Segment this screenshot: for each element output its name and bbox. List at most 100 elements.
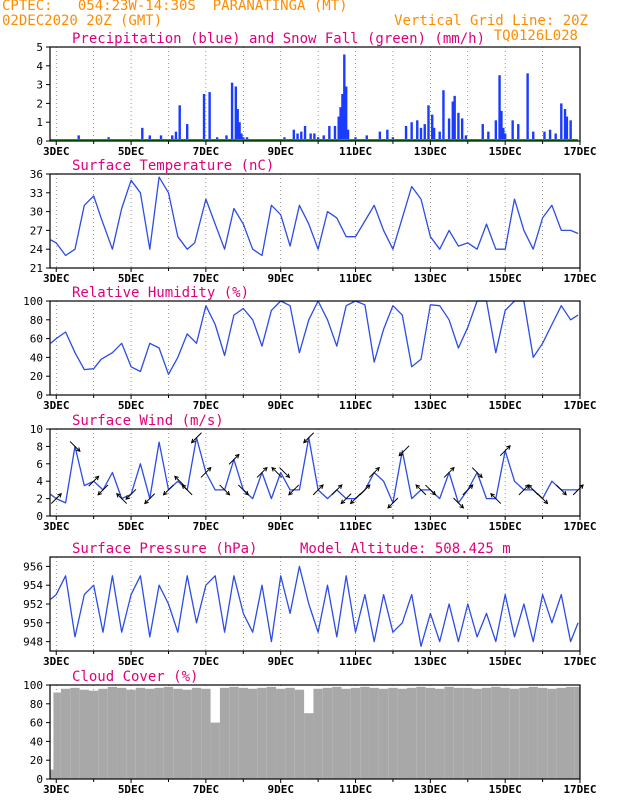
y-tick-label: 6 <box>36 458 43 471</box>
panel-title-wind: Surface Wind (m/s) <box>72 413 224 429</box>
wind-vector-shaft <box>527 484 539 496</box>
precip-bar <box>333 125 337 141</box>
cloud-bar <box>257 687 267 779</box>
precip-bar <box>230 82 234 141</box>
precip-bar <box>159 135 163 141</box>
wind-vector-head <box>125 495 131 500</box>
panel-frame <box>49 173 581 269</box>
wind-vector-head <box>459 503 465 509</box>
y-tick-label: 80 <box>30 314 43 327</box>
x-tick-label: 17DEC <box>563 145 596 158</box>
cloud-bar <box>126 689 136 779</box>
precip-bar <box>236 109 239 141</box>
x-tick-label: 13DEC <box>414 520 447 533</box>
wind-vector-shaft <box>471 467 483 478</box>
x-tick-label: 3DEC <box>43 783 70 796</box>
cloud-bar <box>378 688 389 779</box>
cloud-bar <box>444 686 454 779</box>
y-tick-label: 100 <box>23 295 43 308</box>
x-tick-label: 15DEC <box>489 520 522 533</box>
x-tick-label: 11DEC <box>339 399 372 412</box>
cloud-bar <box>463 687 473 779</box>
precip-bar <box>378 131 382 141</box>
x-tick-label: 7DEC <box>193 145 220 158</box>
precip-bar <box>234 86 238 141</box>
wind-vector-shaft <box>125 488 137 500</box>
x-tick-label: 5DEC <box>118 145 145 158</box>
precip-bar <box>410 122 413 141</box>
y-tick-label: 21 <box>30 262 43 275</box>
cloud-bar <box>406 687 417 779</box>
x-tick-label: 7DEC <box>193 399 220 412</box>
panel-frame <box>49 46 581 142</box>
cloud-bar <box>313 688 323 779</box>
cloud-bar <box>416 686 426 779</box>
wind-vector-head <box>174 475 179 481</box>
wind-vector-shaft <box>359 484 371 496</box>
cloud-bar <box>88 690 99 779</box>
wind-vector-head <box>181 484 187 489</box>
x-tick-label: 15DEC <box>489 145 522 158</box>
y-tick-label: 3 <box>36 79 43 92</box>
panel-title-precip: Precipitation (blue) and Snow Fall (gree… <box>72 31 485 47</box>
precip-bar <box>328 125 331 141</box>
y-tick-label: 956 <box>23 560 43 573</box>
wind-vector-head <box>206 466 212 472</box>
panel-frame <box>49 556 581 652</box>
cloud-bar <box>60 688 71 779</box>
x-tick-label: 13DEC <box>414 272 447 285</box>
precip-bar <box>313 133 316 141</box>
x-tick-label: 15DEC <box>489 272 522 285</box>
y-tick-label: 2 <box>36 97 43 110</box>
wind-vector-shaft <box>443 467 455 478</box>
panel-title-pres: Surface Pressure (hPa) <box>72 541 257 557</box>
wind-vector-head <box>562 490 567 496</box>
precip-bar <box>431 114 434 141</box>
wind-vector-head <box>468 484 474 489</box>
wind-vector-shaft <box>368 467 380 478</box>
cloud-bar <box>453 687 464 779</box>
precip-bar <box>419 127 423 141</box>
x-tick-label: 5DEC <box>118 399 145 412</box>
precip-bar <box>498 75 501 141</box>
cloud-bar <box>173 688 183 779</box>
wind-vector-head <box>478 473 483 479</box>
precip-bar <box>309 133 312 141</box>
wind-vector-shaft <box>50 493 62 504</box>
wind-vector-shaft <box>425 484 436 496</box>
cloud-bar <box>481 687 492 779</box>
wind-vector-shaft <box>398 445 410 457</box>
precip-bar <box>511 120 514 141</box>
panel-frame <box>49 300 581 396</box>
wind-vector-head <box>75 447 81 453</box>
wind-vector-head <box>288 490 293 496</box>
y-tick-label: 4 <box>36 60 43 73</box>
y-tick-label: 80 <box>30 698 43 711</box>
precip-bar <box>238 122 241 141</box>
panel-title-temp: Surface Temperature (nC) <box>72 158 274 174</box>
precip-bar <box>526 73 529 141</box>
cloud-bar <box>547 688 557 779</box>
y-tick-label: 948 <box>23 636 43 649</box>
x-tick-label: 11DEC <box>339 783 372 796</box>
cloud-bar <box>50 769 54 779</box>
x-tick-label: 11DEC <box>339 145 372 158</box>
wind-vector-shaft <box>555 484 567 496</box>
wind-vector-head <box>337 484 343 489</box>
x-tick-label: 9DEC <box>267 399 294 412</box>
y-tick-label: 1 <box>36 116 43 129</box>
precip-bar <box>77 135 80 141</box>
x-tick-label: 9DEC <box>267 272 294 285</box>
x-tick-label: 9DEC <box>267 145 294 158</box>
x-tick-label: 9DEC <box>267 520 294 533</box>
x-tick-label: 5DEC <box>118 655 145 668</box>
y-tick-label: 30 <box>30 206 43 219</box>
cloud-bar <box>219 687 230 779</box>
cloud-bar <box>182 689 192 779</box>
precip-bar <box>532 131 535 141</box>
cloud-bar <box>201 688 211 779</box>
cloud-bar <box>79 689 89 779</box>
precip-bar <box>442 90 445 141</box>
cloud-bar <box>107 686 118 779</box>
